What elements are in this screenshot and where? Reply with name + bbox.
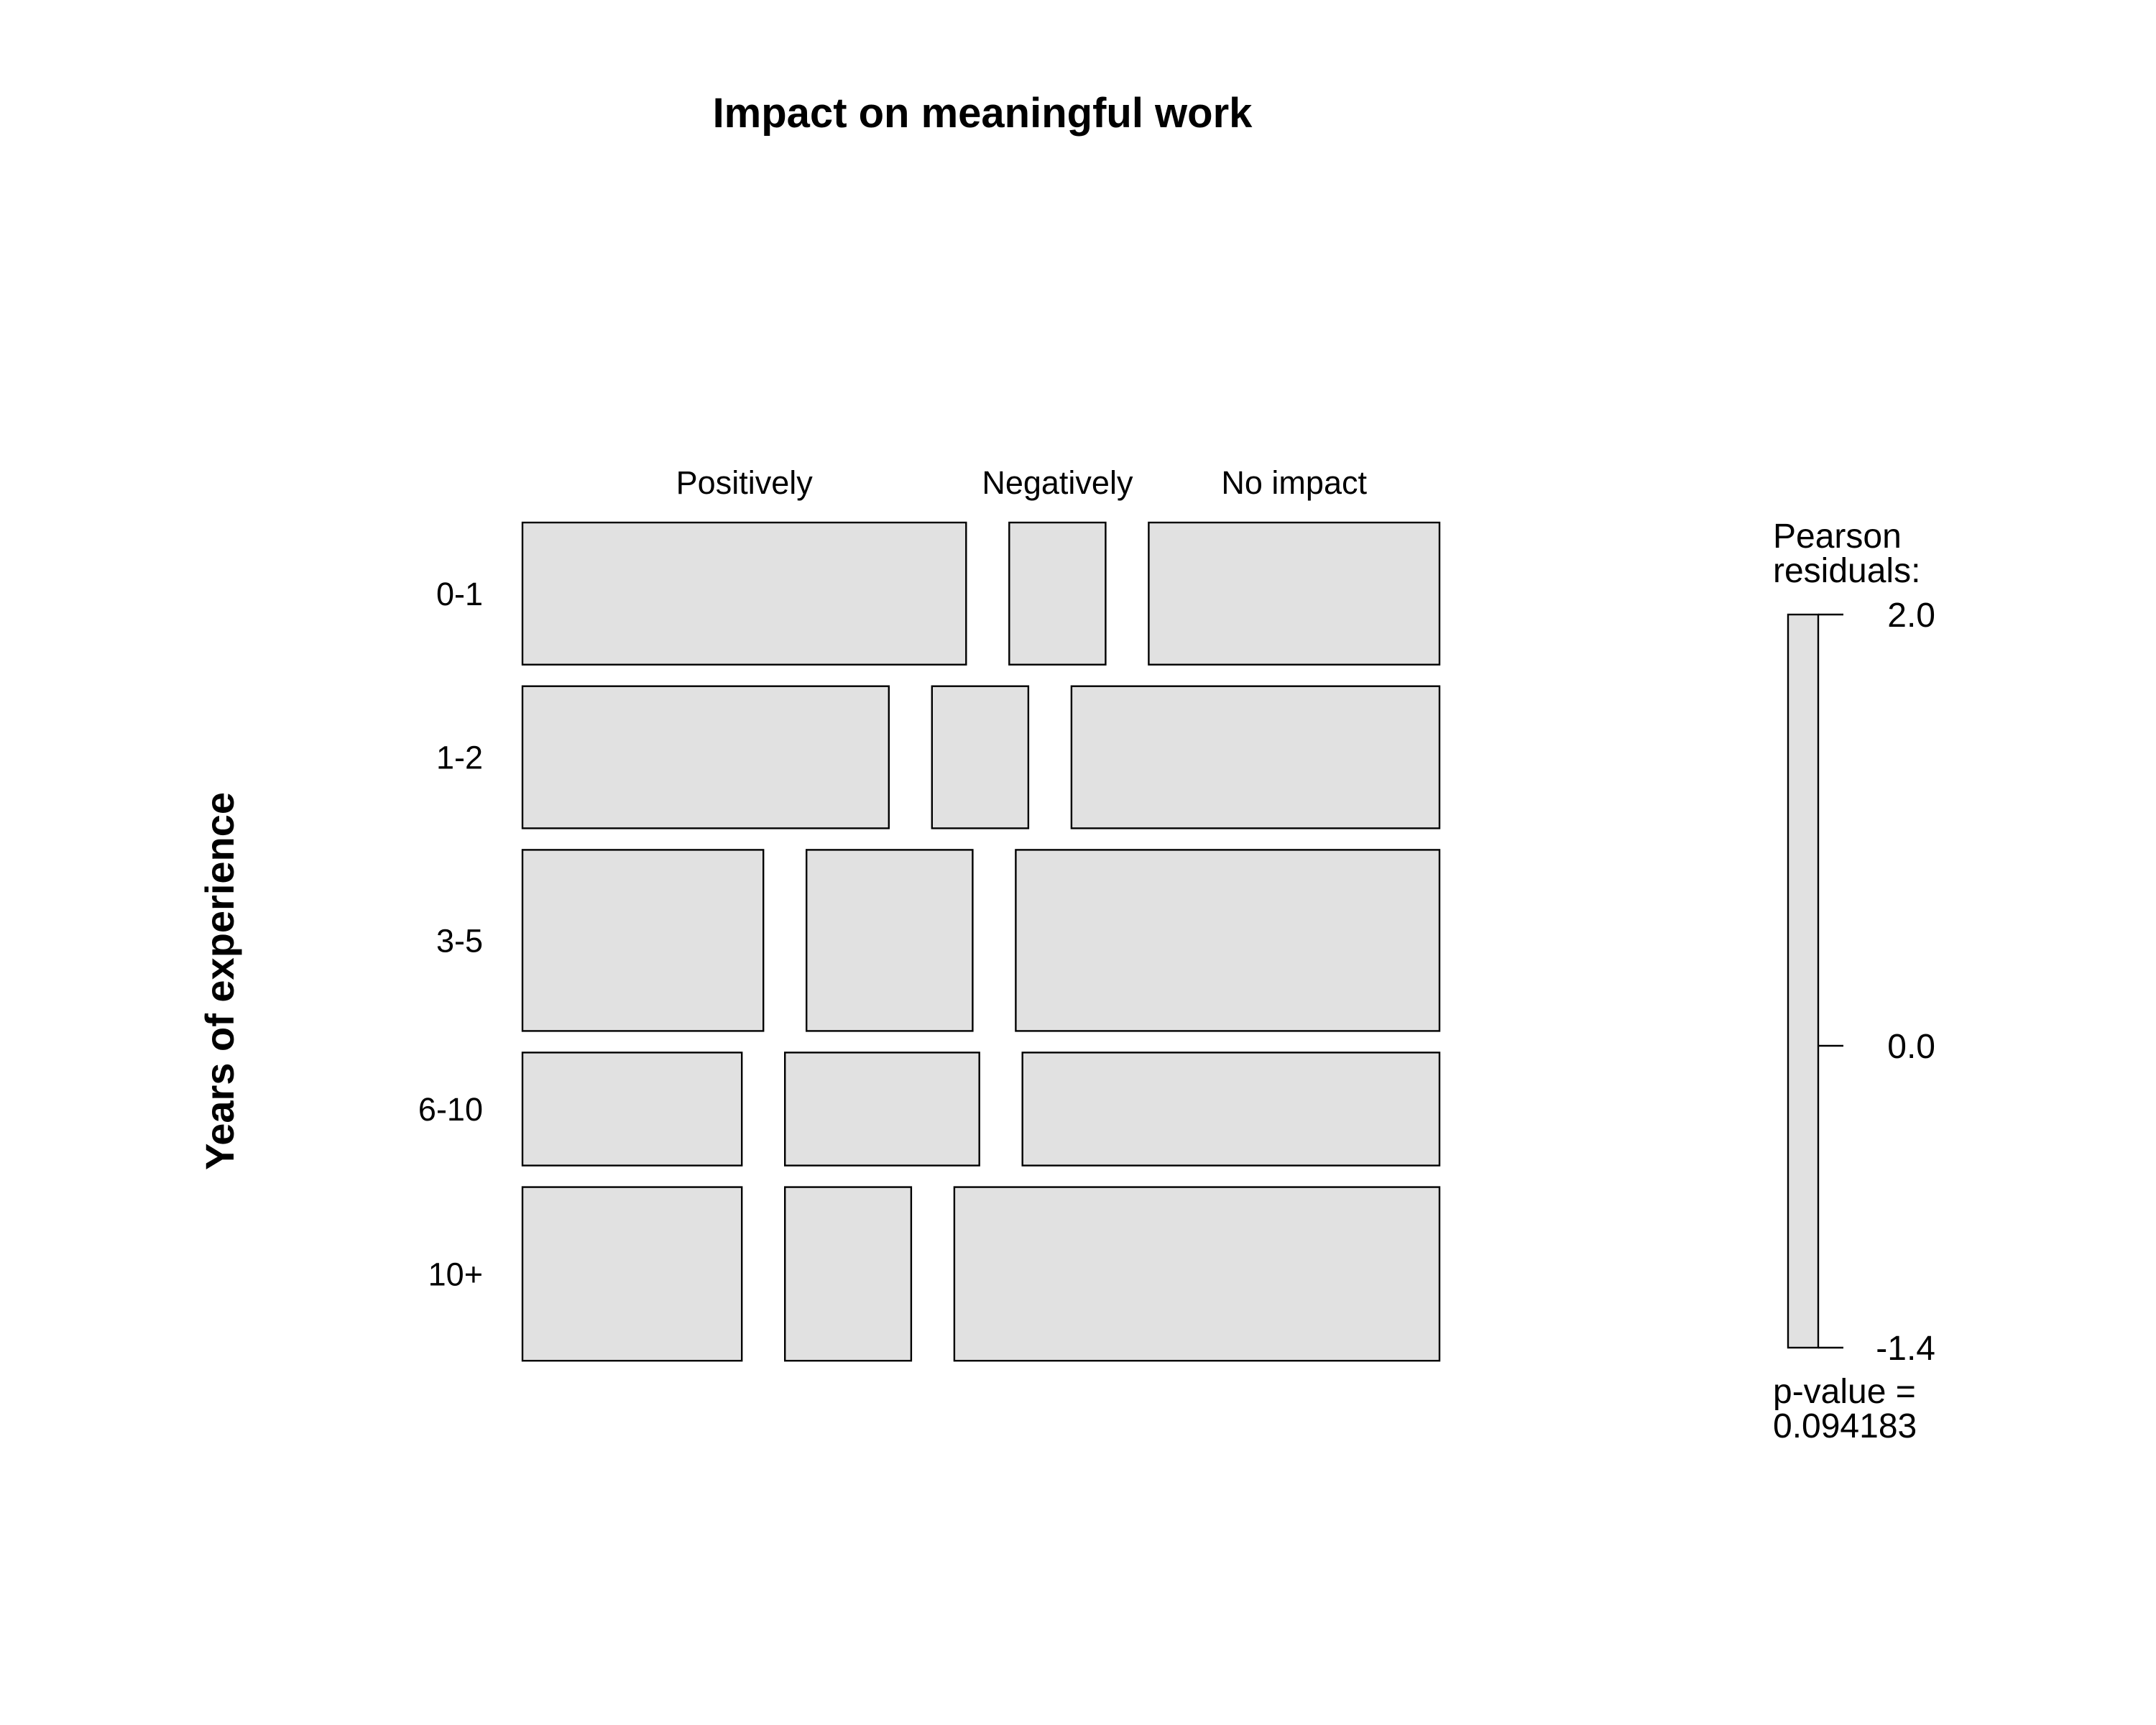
legend-ticks: 2.0 0.0 -1.4: [1818, 597, 1935, 1368]
mosaic-tiles: [521, 521, 1441, 1362]
tile-10+-negatively: [783, 1186, 913, 1362]
legend-tick-label: 0.0: [1887, 1028, 1935, 1066]
tile-10+-no-impact: [953, 1186, 1441, 1362]
column-label-negatively: Negatively: [982, 464, 1133, 501]
tile-0-1-negatively: [1008, 521, 1107, 666]
p-value-label: p-value =: [1773, 1373, 1916, 1411]
tile-3-5-positively: [521, 849, 765, 1032]
tile-3-5-negatively: [805, 849, 974, 1032]
row-label-10+: 10+: [428, 1256, 483, 1292]
row-labels: 0-1 1-2 3-5 6-10 10+: [418, 576, 483, 1293]
tile-6-10-no-impact: [1021, 1052, 1441, 1167]
row-label-0-1: 0-1: [436, 576, 483, 612]
legend-tick-label: -1.4: [1876, 1330, 1935, 1368]
tile-6-10-negatively: [783, 1052, 980, 1167]
row-label-6-10: 6-10: [418, 1091, 483, 1128]
tile-6-10-positively: [521, 1052, 743, 1167]
column-labels: Positively Negatively No impact: [676, 464, 1368, 501]
chart-title: Impact on meaningful work: [713, 90, 1253, 137]
tile-1-2-negatively: [931, 685, 1030, 829]
column-label-positively: Positively: [676, 464, 814, 501]
legend-title-line2: residuals:: [1773, 552, 1920, 590]
row-label-1-2: 1-2: [436, 740, 483, 776]
legend-color-bar: [1787, 613, 1820, 1349]
row-label-3-5: 3-5: [436, 922, 483, 959]
tile-1-2-positively: [521, 685, 890, 829]
tile-0-1-no-impact: [1148, 521, 1441, 666]
legend-title-line1: Pearson: [1773, 518, 1902, 556]
legend-tick-label: 2.0: [1887, 597, 1935, 635]
p-value-number: 0.094183: [1773, 1407, 1917, 1445]
residuals-legend: Pearson residuals: 2.00.0-1.4 p-value = …: [1773, 518, 1935, 1445]
y-axis-label: Years of experience: [197, 792, 242, 1170]
tile-10+-positively: [521, 1186, 743, 1362]
column-label-no-impact: No impact: [1221, 464, 1367, 501]
tile-3-5-no-impact: [1015, 849, 1441, 1032]
tile-1-2-no-impact: [1070, 685, 1441, 829]
tile-0-1-positively: [521, 521, 967, 666]
